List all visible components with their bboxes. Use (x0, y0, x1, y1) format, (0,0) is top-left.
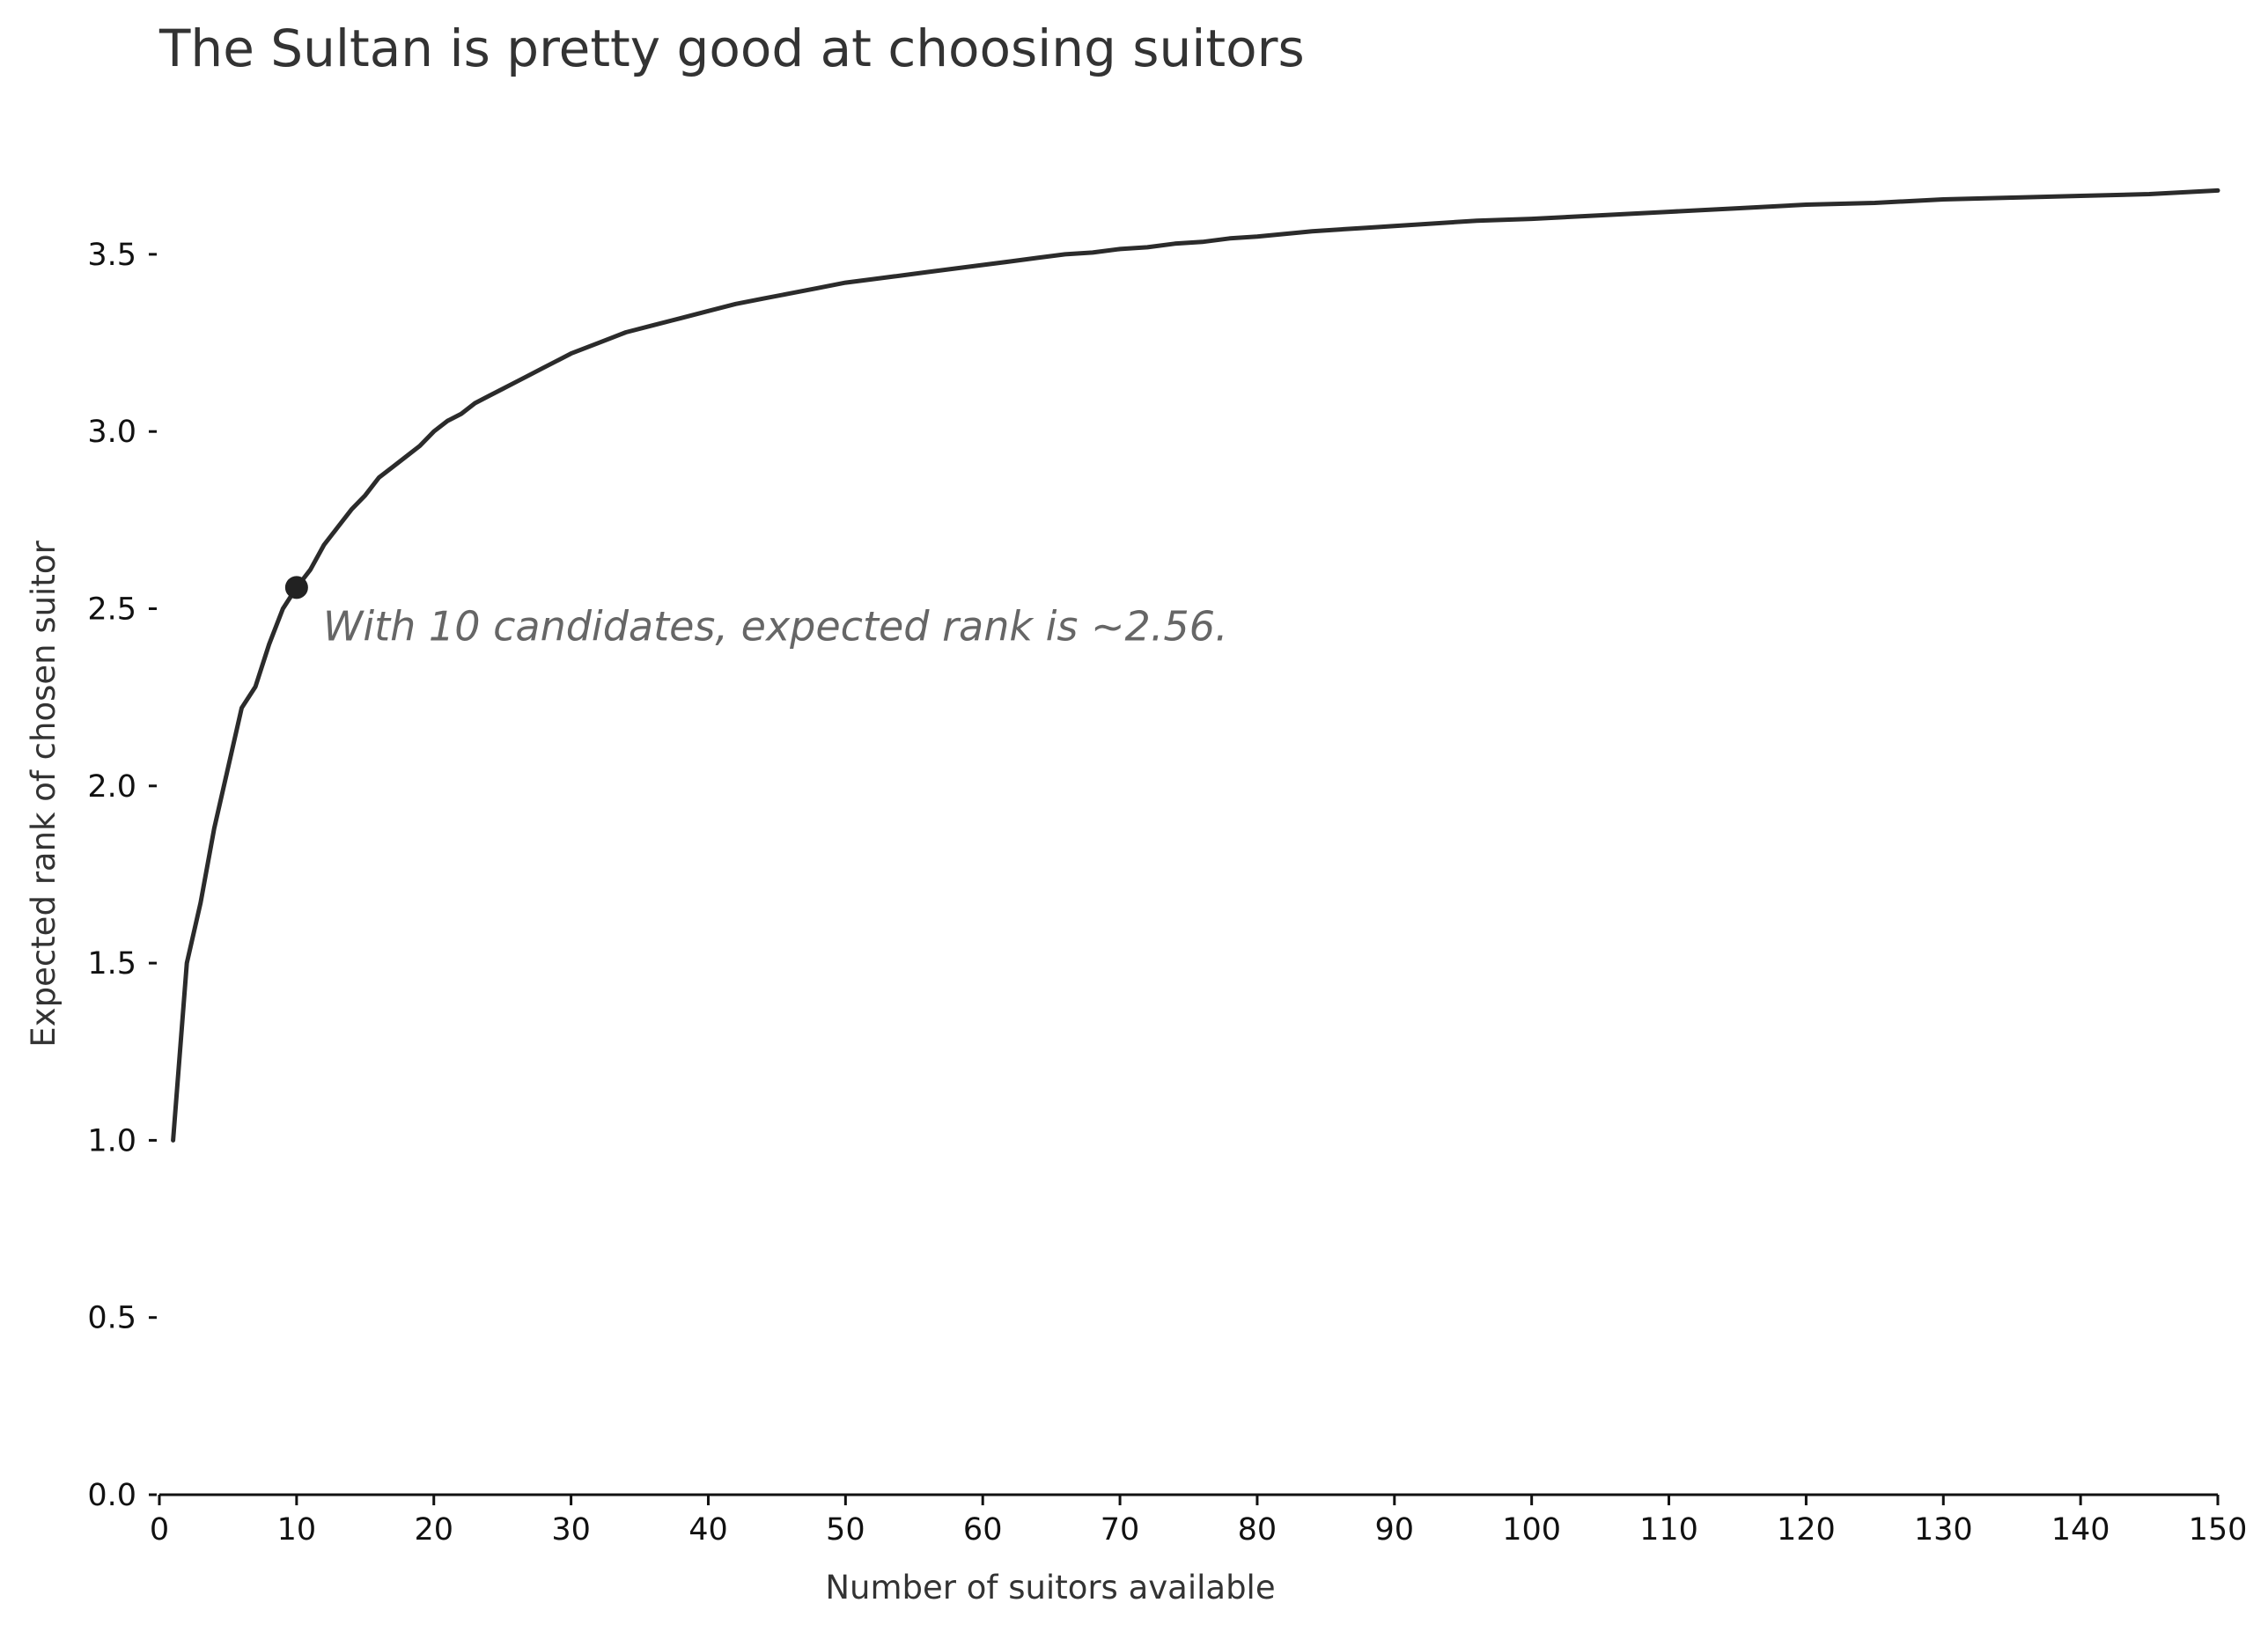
x-tick-label: 40 (688, 1512, 728, 1548)
x-tick-label: 0 (150, 1512, 169, 1548)
axes: 0 10 20 30 40 50 60 70 80 90 100 110 120 130 140 150 0.0… (87, 238, 2247, 1548)
plot-area: With 10 candidates, expected rank is ~2.… (171, 188, 2220, 1143)
x-tick-label: 60 (963, 1512, 1003, 1548)
y-tick-label: 2.0 (87, 769, 136, 805)
x-tick-label: 90 (1375, 1512, 1415, 1548)
x-tick-label: 150 (2189, 1512, 2248, 1548)
x-tick-label: 140 (2051, 1512, 2110, 1548)
y-tick-label: 0.5 (87, 1301, 136, 1336)
x-tick-label: 70 (1101, 1512, 1140, 1548)
annotation-text: With 10 candidates, expected rank is ~2.… (323, 602, 1228, 650)
x-tick-label: 110 (1639, 1512, 1698, 1548)
series-line (171, 188, 2220, 1143)
y-axis-label: Expected rank of chosen suitor (25, 540, 63, 1048)
y-tick-label: 0.0 (87, 1478, 136, 1513)
x-axis-label: Number of suitors available (825, 1569, 1275, 1607)
y-tick-label: 1.0 (87, 1123, 136, 1158)
x-tick-label: 120 (1777, 1512, 1836, 1548)
annotation-marker (284, 576, 308, 599)
y-tick-label: 3.5 (87, 238, 136, 273)
x-tick-label: 50 (826, 1512, 865, 1548)
chart-title: The Sultan is pretty good at choosing su… (158, 18, 1305, 78)
y-tick-label: 2.5 (87, 592, 136, 628)
y-tick-label: 1.5 (87, 946, 136, 982)
x-tick-label: 30 (551, 1512, 591, 1548)
x-tick-label: 20 (414, 1512, 453, 1548)
y-tick-label: 3.0 (87, 415, 136, 450)
x-tick-label: 100 (1502, 1512, 1561, 1548)
x-tick-label: 80 (1238, 1512, 1278, 1548)
x-tick-label: 130 (1914, 1512, 1973, 1548)
x-tick-label: 10 (277, 1512, 317, 1548)
